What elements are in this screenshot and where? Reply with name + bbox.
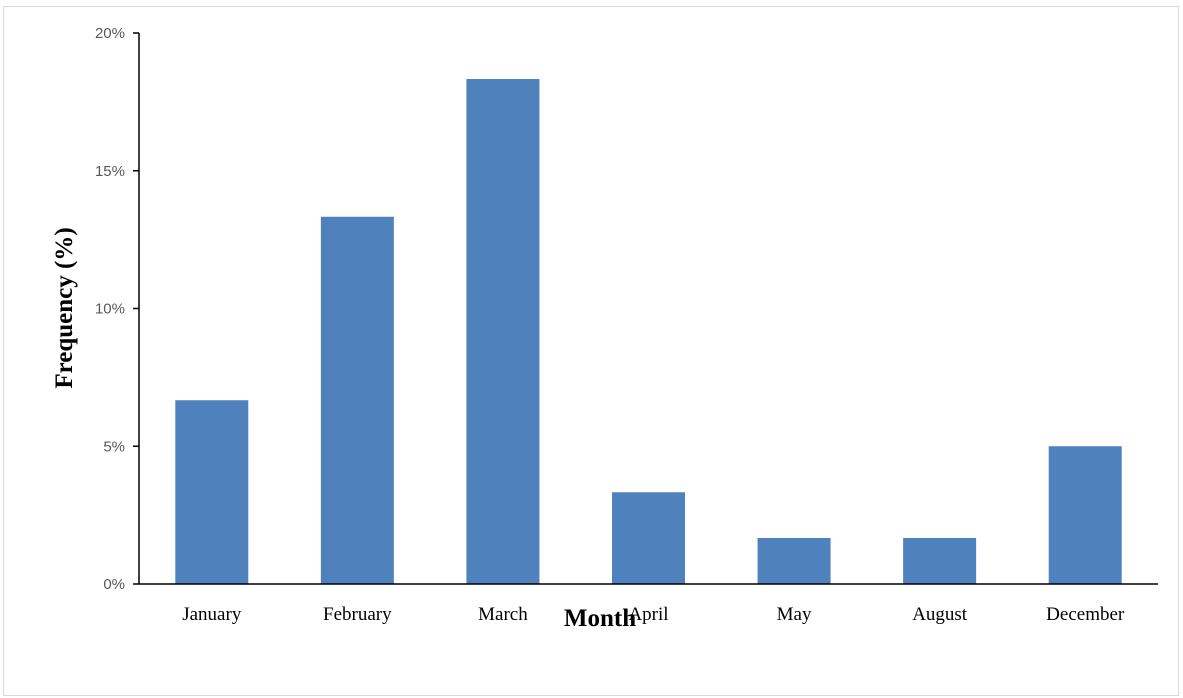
x-tick-label: March [478, 604, 528, 625]
bar-august [903, 537, 977, 584]
bar-may [757, 537, 831, 584]
bar-january [175, 400, 249, 584]
y-tick-label: 5% [103, 438, 125, 455]
bar-april [612, 492, 685, 584]
y-axis-title: Frequency (%) [51, 227, 78, 388]
bar-december [1048, 446, 1122, 584]
x-axis-title: Month [564, 605, 636, 632]
bar-february [320, 216, 394, 585]
x-tick-label: December [1046, 604, 1125, 625]
x-axis-labels: January February March April May August Decemb… [182, 604, 1125, 625]
y-tick-label: 10% [95, 301, 125, 318]
x-tick-label: February [323, 604, 392, 625]
y-axis-ticks: 0% 5% 10% 15% 20% [95, 25, 139, 593]
bars [175, 79, 1122, 585]
y-tick-label: 15% [95, 163, 125, 180]
x-tick-label: April [628, 604, 668, 625]
bar-march [466, 79, 540, 585]
x-tick-label: May [777, 604, 812, 625]
y-tick-label: 20% [95, 25, 125, 42]
x-tick-label: August [912, 604, 968, 625]
y-tick-label: 0% [103, 576, 125, 593]
x-tick-label: January [182, 604, 242, 625]
